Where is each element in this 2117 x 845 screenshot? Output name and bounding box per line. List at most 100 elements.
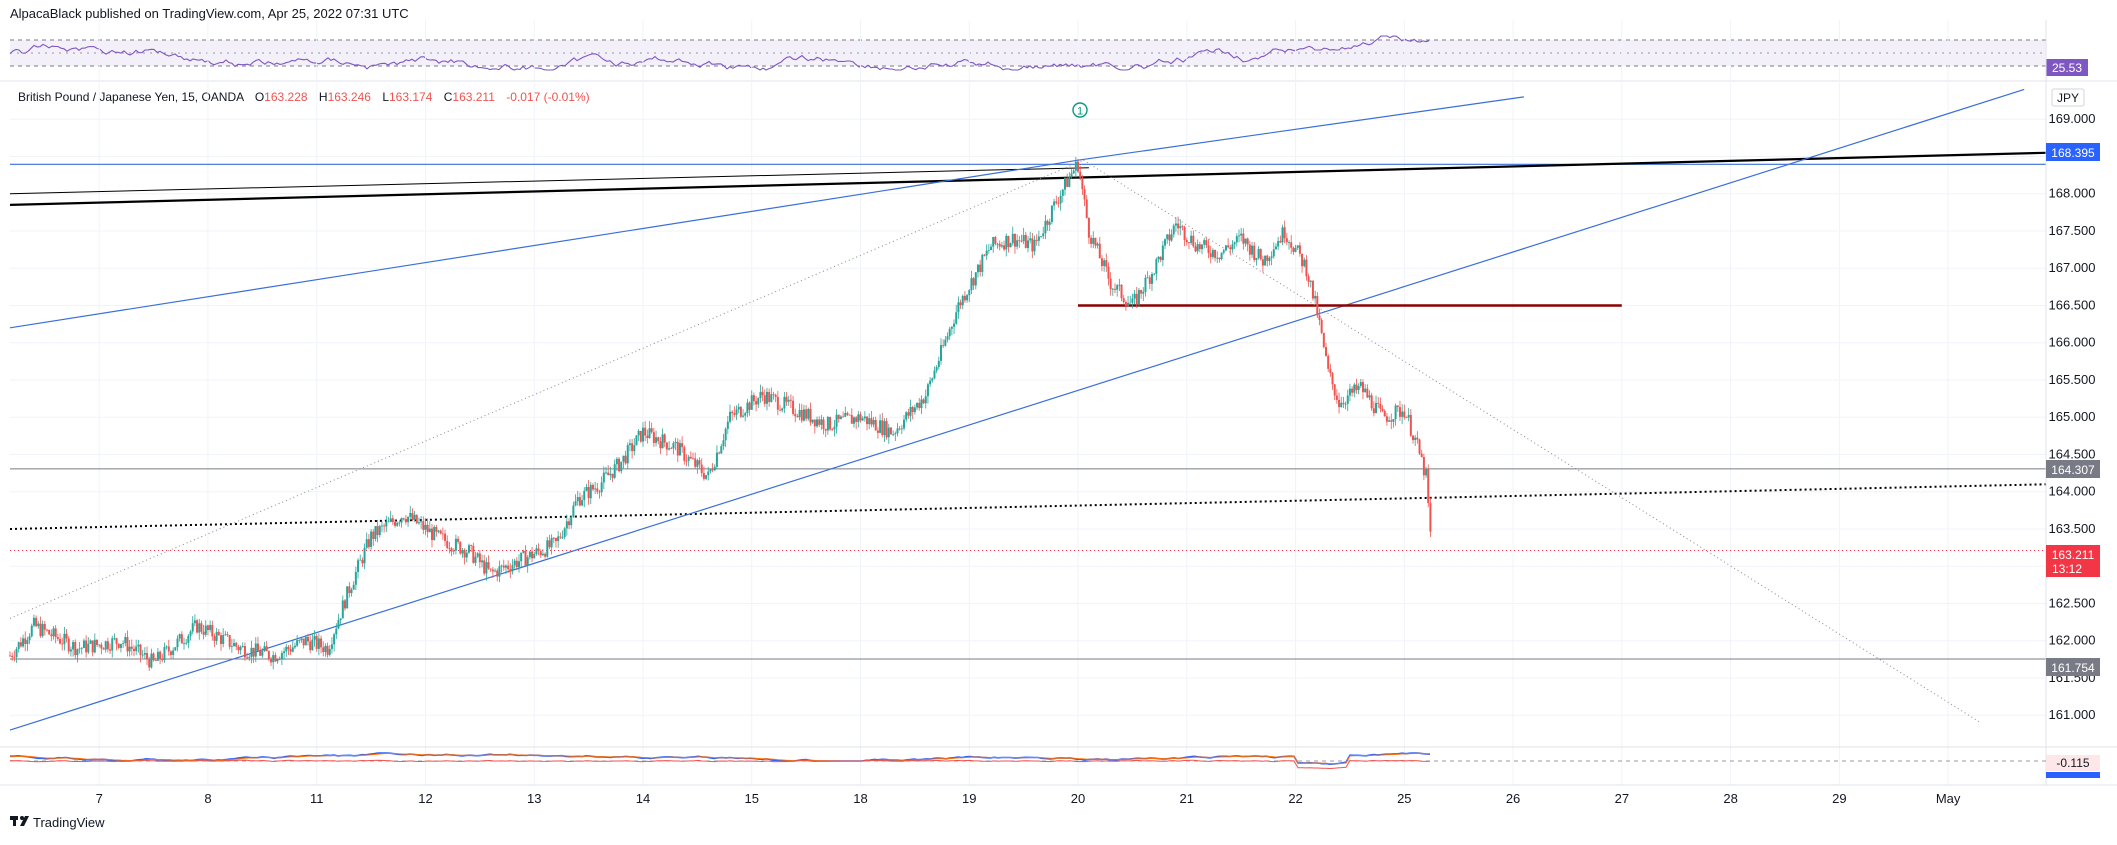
candle-body [1416,437,1419,440]
candle-452 [992,236,995,253]
candle-388 [852,416,855,428]
candle-79 [180,631,183,644]
candle-body [498,566,501,577]
candle-body [783,396,786,409]
candle-body [102,648,105,650]
currency-badge-box[interactable] [2051,88,2085,107]
candle-78 [178,633,181,642]
candle-492 [1079,165,1082,181]
candle-body [728,411,731,422]
candle-body [892,434,895,435]
candle-body [183,643,186,644]
candle-body [270,658,273,663]
x-tick-6: 15 [745,791,759,806]
candle-body [1053,201,1056,206]
candle-body [461,550,464,554]
candle-637 [1394,403,1397,426]
candle-464 [1018,235,1021,248]
candle-294 [648,421,651,439]
candle-339 [746,398,749,418]
candle-body [415,514,418,524]
candle-352 [774,393,777,403]
candle-body [198,623,201,633]
candle-body [966,295,969,301]
line-blue-upper-line [9,96,1524,329]
x-tick-15: 28 [1723,791,1737,806]
candle-body [772,394,775,396]
candle-194 [430,523,433,548]
candle-112 [252,647,255,663]
candle-517 [1133,290,1136,305]
candle-body [842,416,845,418]
candle-387 [850,408,853,424]
candle-395 [868,413,871,430]
candle-body [591,484,594,490]
candle-536 [1174,217,1177,232]
candle-127 [285,644,288,657]
candle-body [400,518,403,523]
candle-body [1253,245,1256,260]
candle-36 [87,637,90,655]
price-axis[interactable]: 169.000168.500168.000167.500167.000166.5… [2049,111,2096,722]
candle-body [1370,395,1373,409]
candle-body [376,526,379,535]
candle-555 [1216,251,1219,264]
candle-body [204,625,207,635]
candle-body [1231,244,1234,250]
candle-body [261,650,264,656]
candle-body [572,505,575,517]
candle-543 [1190,230,1193,245]
candle-body [489,568,492,570]
line-gray-dotted-fan-up [9,159,1084,619]
candle-156 [348,582,351,598]
x-tick-10: 21 [1180,791,1194,806]
candle-body [274,655,277,662]
candle-216 [478,550,481,569]
candle-body [263,646,266,651]
tradingview-brand[interactable]: TradingView [10,815,105,830]
candle-body [193,620,196,624]
candle-261 [576,490,579,506]
candle-body [324,645,327,653]
candle-116 [261,648,264,658]
time-axis[interactable]: 7 8 11 12 13 14 15 18 19 20 21 22 25 26 27 28 29 May [96,791,1961,806]
currency-badge: JPY [2057,91,2079,105]
x-tick-1: 8 [204,791,211,806]
candle-553 [1211,248,1214,260]
candle-351 [772,391,775,400]
price-label-top-box [2046,143,2100,161]
line-black-thin-line [9,167,1089,195]
candle-body [113,638,116,640]
candle-277 [611,473,614,483]
candle-body [787,399,790,402]
candle-body [452,550,455,552]
candle-body [1372,408,1375,414]
candle-642 [1405,416,1408,419]
candle-610 [1335,389,1338,404]
candle-111 [250,640,253,664]
candle-body [283,651,286,654]
candle-body [765,391,768,404]
candle-130 [291,640,294,653]
candle-646 [1414,435,1417,447]
candle-604 [1322,332,1325,349]
candle-32 [78,642,81,654]
candle-117 [263,641,266,653]
wave-marker[interactable]: 1 [1072,102,1088,118]
candle-body [596,488,599,492]
y-tick-5: 166.500 [2049,297,2096,312]
candle-body [979,264,982,273]
x-tick-3: 12 [418,791,432,806]
candle-body [820,419,823,425]
candle-body [552,537,555,539]
candle-body [1272,249,1275,257]
candle-body [404,519,407,523]
candle-336 [739,406,742,419]
candle-485 [1063,176,1066,196]
candle-body [209,624,212,630]
candle-165 [367,534,370,550]
candle-550 [1205,237,1208,249]
candle-body [857,414,860,422]
candle-body [230,646,233,647]
